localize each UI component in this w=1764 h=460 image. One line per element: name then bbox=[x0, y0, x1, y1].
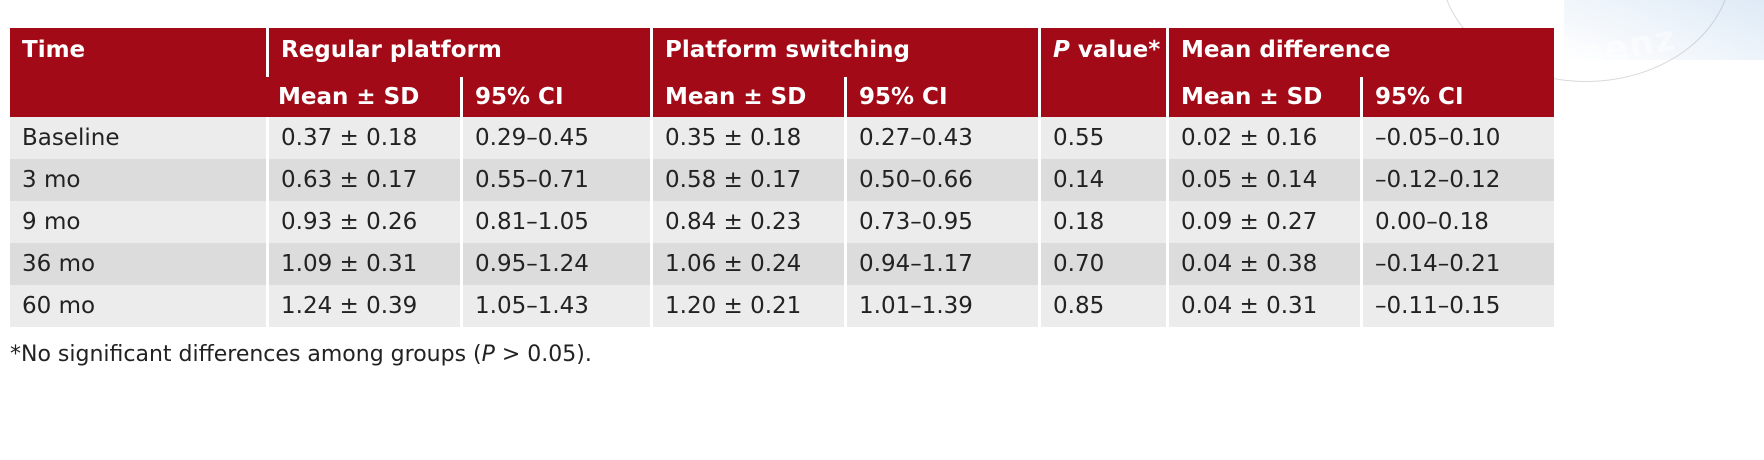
cell-p-value: 0.14 bbox=[1038, 159, 1166, 201]
subheader-diff-ci: 95% CI bbox=[1360, 77, 1554, 117]
cell-time: Baseline bbox=[10, 117, 266, 159]
cell-switching-ci: 1.01–1.39 bbox=[844, 285, 1038, 327]
table-footnote: *No significant differences among groups… bbox=[10, 342, 592, 367]
subheader-regular-mean-sd: Mean ± SD bbox=[266, 77, 460, 117]
header-p-letter: P bbox=[1053, 37, 1070, 63]
cell-diff-mean: 0.02 ± 0.16 bbox=[1166, 117, 1360, 159]
footnote-suffix: > 0.05). bbox=[494, 342, 592, 367]
cell-switching-ci: 0.27–0.43 bbox=[844, 117, 1038, 159]
results-table: Time Regular platform Platform switching… bbox=[10, 28, 1554, 327]
cell-time: 9 mo bbox=[10, 201, 266, 243]
cell-time: 36 mo bbox=[10, 243, 266, 285]
header-platform-switching: Platform switching bbox=[650, 28, 1038, 77]
cell-regular-ci: 0.95–1.24 bbox=[460, 243, 650, 285]
table-row: 36 mo 1.09 ± 0.31 0.95–1.24 1.06 ± 0.24 … bbox=[10, 243, 1554, 285]
footnote-prefix: *No significant differences among groups… bbox=[10, 342, 482, 367]
cell-diff-mean: 0.04 ± 0.31 bbox=[1166, 285, 1360, 327]
header-mean-difference: Mean difference bbox=[1166, 28, 1554, 77]
table-body: Baseline 0.37 ± 0.18 0.29–0.45 0.35 ± 0.… bbox=[10, 117, 1554, 327]
cell-switching-ci: 0.94–1.17 bbox=[844, 243, 1038, 285]
cell-diff-ci: –0.05–0.10 bbox=[1360, 117, 1554, 159]
subheader-diff-mean-sd: Mean ± SD bbox=[1166, 77, 1360, 117]
table-row: 60 mo 1.24 ± 0.39 1.05–1.43 1.20 ± 0.21 … bbox=[10, 285, 1554, 327]
cell-switching-ci: 0.73–0.95 bbox=[844, 201, 1038, 243]
footnote-p-letter: P bbox=[481, 342, 495, 367]
cell-regular-mean: 0.37 ± 0.18 bbox=[266, 117, 460, 159]
cell-p-value: 0.55 bbox=[1038, 117, 1166, 159]
cell-regular-mean: 1.09 ± 0.31 bbox=[266, 243, 460, 285]
cell-diff-mean: 0.05 ± 0.14 bbox=[1166, 159, 1360, 201]
table-row: Baseline 0.37 ± 0.18 0.29–0.45 0.35 ± 0.… bbox=[10, 117, 1554, 159]
cell-diff-mean: 0.09 ± 0.27 bbox=[1166, 201, 1360, 243]
cell-switching-mean: 0.84 ± 0.23 bbox=[650, 201, 844, 243]
cell-diff-ci: –0.12–0.12 bbox=[1360, 159, 1554, 201]
cell-diff-mean: 0.04 ± 0.38 bbox=[1166, 243, 1360, 285]
header-p-rest: value* bbox=[1069, 37, 1161, 63]
subheader-switching-ci: 95% CI bbox=[844, 77, 1038, 117]
cell-diff-ci: –0.11–0.15 bbox=[1360, 285, 1554, 327]
cell-regular-ci: 0.55–0.71 bbox=[460, 159, 650, 201]
cell-p-value: 0.85 bbox=[1038, 285, 1166, 327]
cell-diff-ci: –0.14–0.21 bbox=[1360, 243, 1554, 285]
table-header: Time Regular platform Platform switching… bbox=[10, 28, 1554, 117]
corner-ribbon bbox=[1564, 0, 1764, 60]
cell-regular-ci: 0.29–0.45 bbox=[460, 117, 650, 159]
cell-regular-mean: 0.63 ± 0.17 bbox=[266, 159, 460, 201]
cell-switching-ci: 0.50–0.66 bbox=[844, 159, 1038, 201]
cell-regular-ci: 0.81–1.05 bbox=[460, 201, 650, 243]
cell-p-value: 0.18 bbox=[1038, 201, 1166, 243]
header-regular-platform: Regular platform bbox=[266, 28, 650, 77]
header-p-value: P value* bbox=[1038, 28, 1166, 117]
cell-switching-mean: 0.58 ± 0.17 bbox=[650, 159, 844, 201]
watermark-text: ssenz bbox=[1557, 18, 1681, 78]
cell-regular-ci: 1.05–1.43 bbox=[460, 285, 650, 327]
cell-switching-mean: 0.35 ± 0.18 bbox=[650, 117, 844, 159]
cell-switching-mean: 1.06 ± 0.24 bbox=[650, 243, 844, 285]
cell-time: 3 mo bbox=[10, 159, 266, 201]
cell-time: 60 mo bbox=[10, 285, 266, 327]
header-time: Time bbox=[10, 28, 266, 117]
cell-p-value: 0.70 bbox=[1038, 243, 1166, 285]
cell-regular-mean: 0.93 ± 0.26 bbox=[266, 201, 460, 243]
subheader-regular-ci: 95% CI bbox=[460, 77, 650, 117]
cell-regular-mean: 1.24 ± 0.39 bbox=[266, 285, 460, 327]
subheader-switching-mean-sd: Mean ± SD bbox=[650, 77, 844, 117]
cell-switching-mean: 1.20 ± 0.21 bbox=[650, 285, 844, 327]
table-row: 9 mo 0.93 ± 0.26 0.81–1.05 0.84 ± 0.23 0… bbox=[10, 201, 1554, 243]
cell-diff-ci: 0.00–0.18 bbox=[1360, 201, 1554, 243]
table-row: 3 mo 0.63 ± 0.17 0.55–0.71 0.58 ± 0.17 0… bbox=[10, 159, 1554, 201]
